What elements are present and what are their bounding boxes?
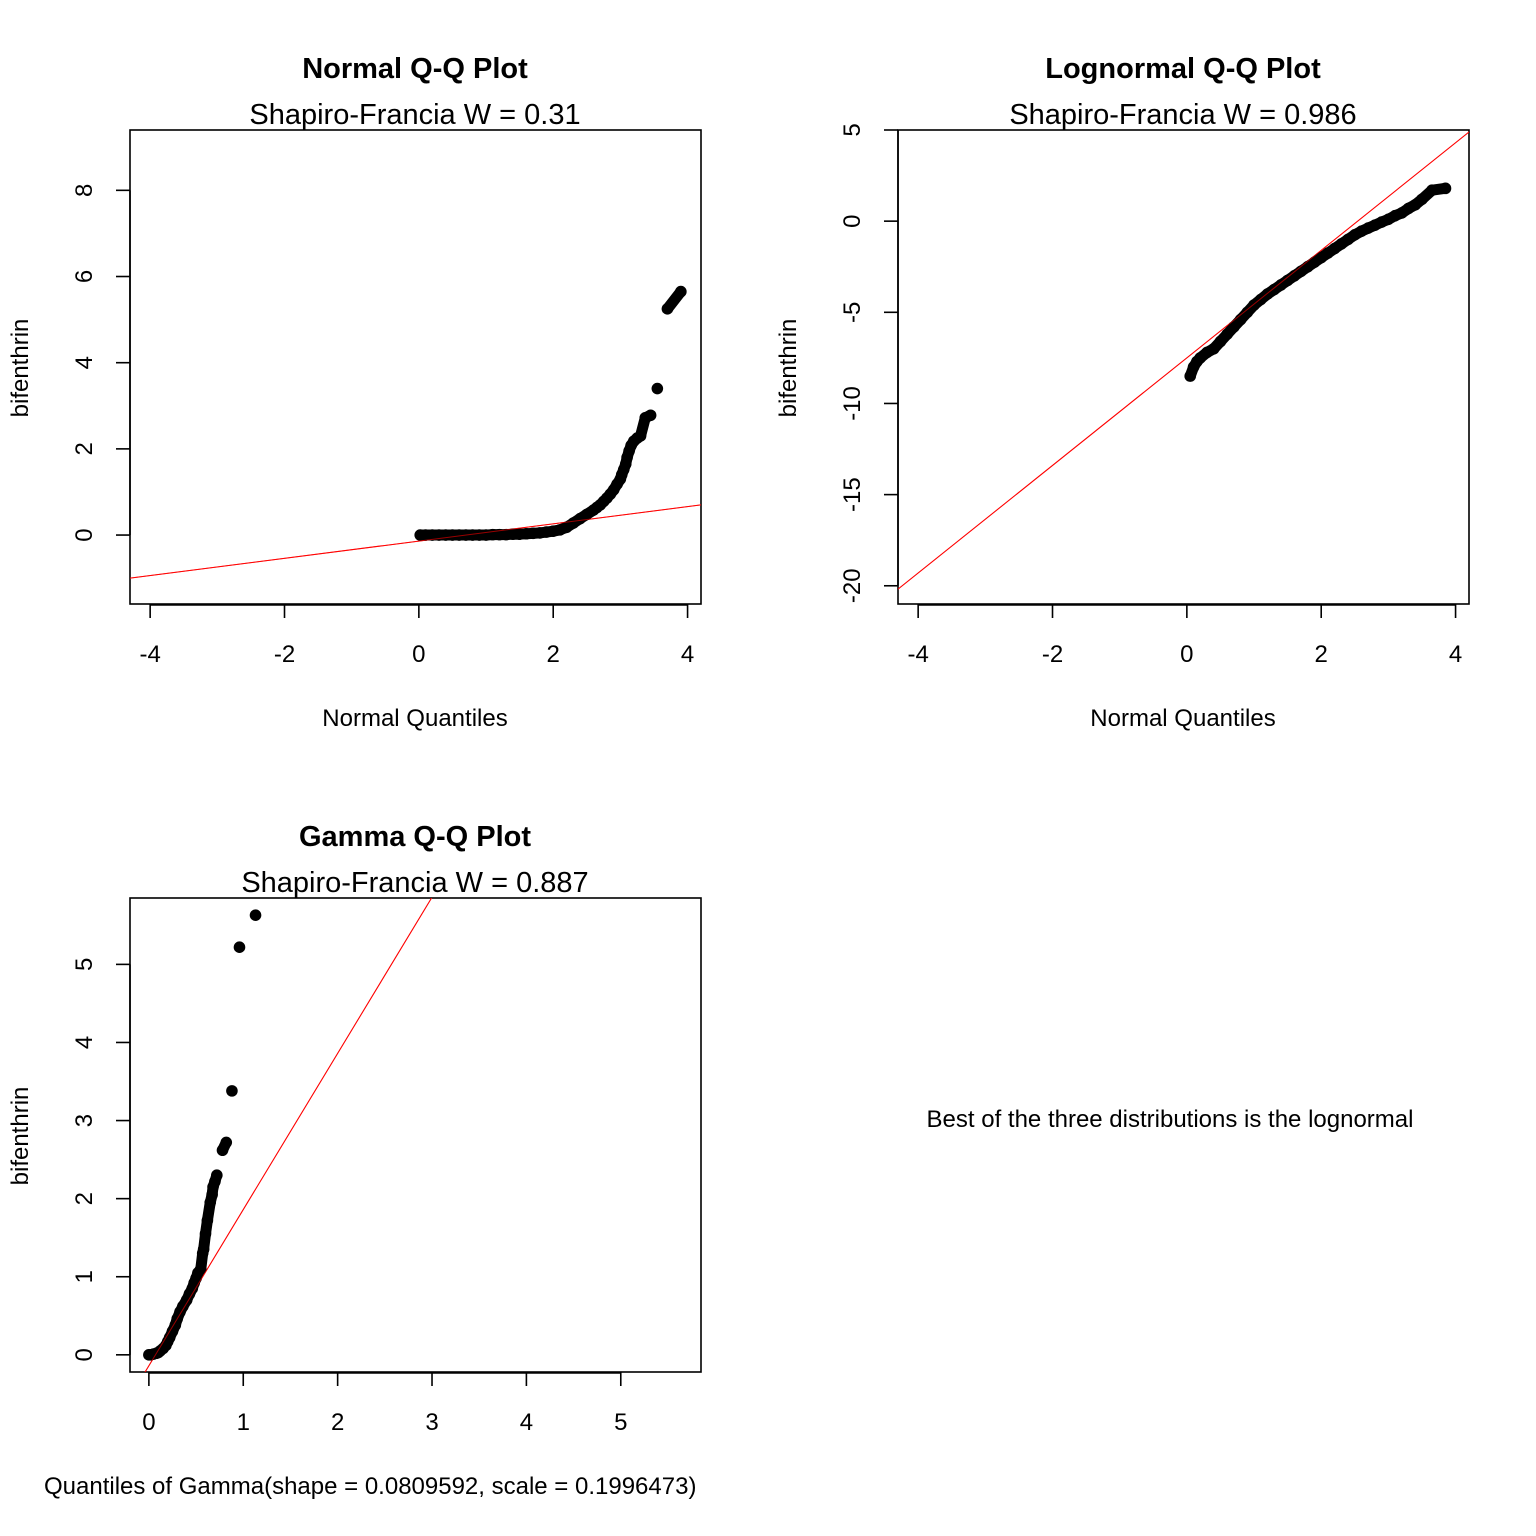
x-tick-label: 2 (1315, 641, 1328, 668)
normal-qq-panel: Normal Q-Q Plot Shapiro-Francia W = 0.31… (7, 53, 702, 732)
conclusion-note: Best of the three distributions is the l… (927, 1106, 1414, 1133)
x-tick-label: 0 (142, 1409, 155, 1436)
y-tick-label: 0 (71, 1348, 98, 1361)
y-tick-label: 3 (71, 1114, 98, 1127)
data-point (1214, 335, 1227, 348)
data-point (1439, 182, 1452, 195)
data-point (1207, 342, 1220, 355)
plot-content (130, 285, 701, 579)
y-tick-label: 2 (71, 1192, 98, 1205)
data-point (194, 1263, 207, 1275)
data-point (211, 1169, 223, 1182)
fit-line-overlay (130, 504, 701, 579)
normal-qq-plot-area: -4 -2 0 2 4 0 2 4 6 8 (71, 129, 702, 668)
x-tick-label: -4 (139, 641, 160, 668)
x-tick-label: -2 (274, 641, 295, 668)
fit-line-overlay (898, 131, 1469, 590)
y-tick-label: 5 (839, 123, 866, 136)
y-tick-label: 4 (71, 1036, 98, 1049)
y-tick-label: 0 (71, 528, 98, 541)
x-axis-label: Quantiles of Gamma(shape = 0.0809592, sc… (44, 1473, 696, 1500)
x-tick-label: 2 (331, 1409, 344, 1436)
data-point (651, 382, 664, 395)
chart-subtitle: Shapiro-Francia W = 0.31 (249, 99, 580, 131)
chart-subtitle: Shapiro-Francia W = 0.887 (241, 867, 588, 899)
chart-title: Gamma Q-Q Plot (299, 821, 531, 853)
x-tick-label: 1 (237, 1409, 250, 1436)
x-tick-label: -4 (907, 641, 928, 668)
y-axis-label: bifenthrin (775, 319, 802, 418)
plot-content (143, 898, 433, 1372)
y-tick-label: -20 (839, 568, 866, 603)
x-tick-label: 4 (1449, 641, 1462, 668)
data-point (675, 285, 687, 298)
data-point (1426, 184, 1438, 196)
data-point (220, 1136, 233, 1149)
lognormal-qq-panel: Lognormal Q-Q Plot Shapiro-Francia W = 0… (775, 53, 1470, 732)
data-point (249, 909, 262, 921)
x-axis-label: Normal Quantiles (1090, 705, 1275, 732)
x-tick-label: 4 (520, 1409, 533, 1436)
chart-title: Lognormal Q-Q Plot (1045, 53, 1321, 85)
y-tick-label: 0 (839, 214, 866, 227)
data-point (233, 941, 246, 953)
x-tick-label: 4 (681, 641, 694, 668)
fit-line-overlay (144, 898, 433, 1372)
chart-subtitle: Shapiro-Francia W = 0.986 (1009, 99, 1356, 131)
x-tick-label: 0 (1180, 641, 1193, 668)
y-axis-label: bifenthrin (7, 319, 34, 418)
x-tick-label: -2 (1042, 641, 1063, 668)
data-point (197, 1243, 210, 1256)
y-tick-label: 4 (71, 356, 98, 369)
lognormal-qq-plot-area: -4 -2 0 2 4-20-15-10-505 (839, 123, 1470, 668)
data-point (1221, 328, 1233, 340)
chart-title: Normal Q-Q Plot (302, 53, 528, 85)
data-point (1241, 306, 1254, 319)
data-point (201, 1214, 214, 1227)
data-point (1228, 321, 1240, 333)
y-tick-label: 6 (71, 270, 98, 283)
x-axis-label: Normal Quantiles (322, 705, 507, 732)
gamma-qq-plot-area: 0 1 2 3 4 5 0 1 2 3 4 5 (71, 897, 702, 1436)
data-point (661, 303, 674, 315)
data-point (634, 430, 647, 442)
y-tick-label: -5 (839, 302, 866, 323)
plot-content (898, 131, 1469, 590)
y-tick-label: -10 (839, 386, 866, 421)
label-clip-mask (768, 1470, 808, 1510)
x-tick-label: 2 (547, 641, 560, 668)
y-tick-label: 5 (71, 958, 98, 971)
note-clip-mask (868, 1100, 898, 1140)
y-tick-label: 1 (71, 1270, 98, 1283)
y-tick-label: -15 (839, 477, 866, 512)
x-tick-label: 3 (425, 1409, 438, 1436)
data-point (644, 409, 657, 422)
y-axis-label: bifenthrin (7, 1087, 34, 1186)
y-tick-label: 8 (71, 184, 98, 197)
x-tick-label: 5 (614, 1409, 627, 1436)
x-tick-label: 0 (412, 641, 425, 668)
data-point (1184, 370, 1197, 382)
data-point (199, 1227, 212, 1240)
gamma-qq-panel: Gamma Q-Q Plot Shapiro-Francia W = 0.887… (7, 821, 702, 1500)
data-point (226, 1085, 238, 1097)
plot-frame (129, 897, 702, 1373)
y-tick-label: 2 (71, 442, 98, 455)
data-point (1416, 193, 1428, 206)
